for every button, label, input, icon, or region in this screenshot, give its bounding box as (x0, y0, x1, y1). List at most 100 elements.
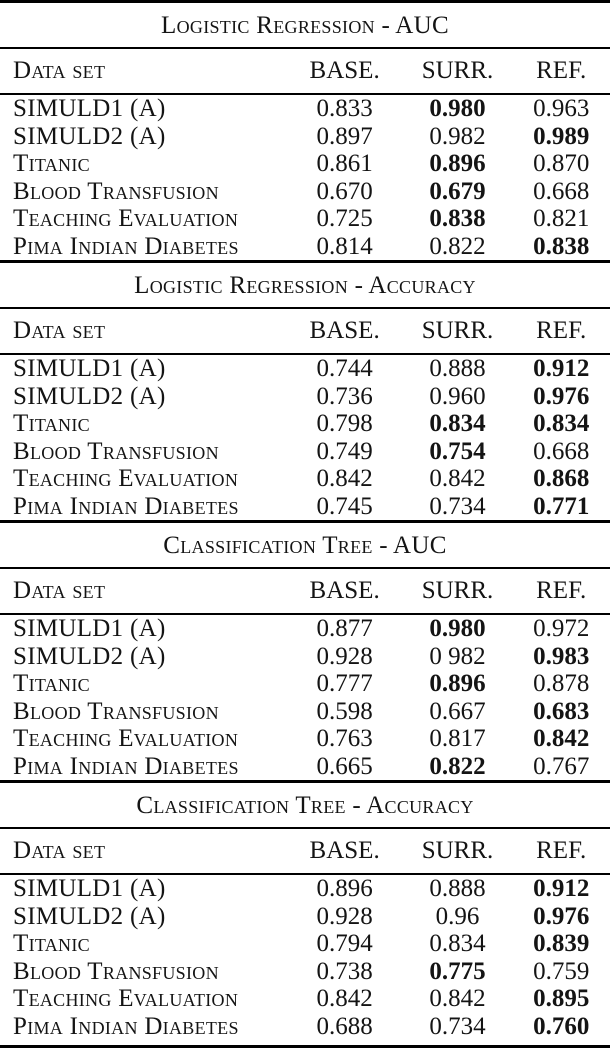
dataset-name-cell: Blood Transfusion (13, 437, 219, 465)
column-header-dataset: Data set (0, 47, 287, 95)
surr-value-cell: 0.775 (429, 957, 486, 985)
table-row: Pima Indian Diabetes 0.688 0.734 0.760 (0, 1013, 610, 1041)
surr-value-cell: 0.980 (429, 615, 486, 642)
surr-value-cell: 0.842 (429, 985, 486, 1012)
base-value-cell: 0.928 (316, 902, 373, 930)
base-value-cell: 0.688 (316, 1012, 373, 1040)
surr-value-cell: 0.982 (429, 122, 486, 150)
base-value-cell: 0.928 (316, 642, 373, 670)
table-row: Blood Transfusion 0.749 0.754 0.668 (0, 438, 610, 466)
dataset-name-cell: Teaching Evaluation (13, 205, 239, 232)
surr-value-cell: 0.888 (429, 875, 486, 902)
base-value-cell: 0.861 (316, 150, 373, 177)
table-row: SIMULD2 (A) 0.928 0 982 0.983 (0, 643, 610, 671)
dataset-name-cell: Blood Transfusion (13, 697, 219, 725)
surr-value-cell: 0.896 (429, 670, 486, 697)
ref-value-cell: 0.976 (533, 902, 590, 930)
surr-value-cell: 0.888 (429, 355, 486, 382)
base-value-cell: 0.833 (316, 95, 373, 122)
surr-value-cell: 0.838 (429, 205, 486, 232)
base-value-cell: 0.725 (316, 205, 373, 232)
results-table: Data set BASE. SURR. REF. SIMULD1 (A) 0.… (0, 567, 610, 780)
dataset-name-cell: SIMULD2 (A) (13, 382, 166, 410)
dataset-name-cell: SIMULD1 (A) (13, 95, 166, 122)
column-header-base: BASE. (286, 567, 403, 615)
base-value-cell: 0.798 (316, 410, 373, 437)
ref-value-cell: 0.868 (533, 465, 590, 492)
column-header-surr: SURR. (402, 827, 513, 875)
surr-value-cell: 0.960 (429, 382, 486, 410)
dataset-name-cell: Titanic (13, 930, 90, 957)
base-value-cell: 0.745 (316, 492, 373, 520)
table-top-rule (0, 260, 610, 263)
dataset-name-cell: SIMULD2 (A) (13, 122, 166, 150)
surr-value-cell: 0.734 (429, 1012, 486, 1040)
base-value-cell: 0.738 (316, 957, 373, 985)
surr-value-cell: 0.822 (429, 752, 486, 780)
dataset-name-cell: Titanic (13, 670, 90, 697)
dataset-name-cell: Pima Indian Diabetes (13, 232, 239, 260)
header-row: Data set BASE. SURR. REF. (0, 307, 610, 355)
column-header-ref: REF. (512, 567, 610, 615)
dataset-name-cell: Blood Transfusion (13, 177, 219, 205)
surr-value-cell: 0.754 (429, 437, 486, 465)
column-header-base: BASE. (286, 47, 403, 95)
column-header-dataset: Data set (0, 827, 287, 875)
surr-value-cell: 0.679 (429, 177, 486, 205)
base-value-cell: 0.794 (316, 930, 373, 957)
header-row: Data set BASE. SURR. REF. (0, 827, 610, 875)
table-row: SIMULD1 (A) 0.833 0.980 0.963 (0, 94, 610, 123)
header-row: Data set BASE. SURR. REF. (0, 567, 610, 615)
dataset-name-cell: Pima Indian Diabetes (13, 1012, 239, 1040)
ref-value-cell: 0.842 (533, 725, 590, 752)
table-title: Logistic Regression - Accuracy (134, 272, 476, 299)
surr-value-cell: 0.817 (429, 725, 486, 752)
ref-value-cell: 0.759 (533, 957, 590, 985)
ref-value-cell: 0.668 (533, 437, 590, 465)
table-row: SIMULD2 (A) 0.928 0.96 0.976 (0, 903, 610, 931)
table-row: SIMULD2 (A) 0.736 0.960 0.976 (0, 383, 610, 411)
base-value-cell: 0.665 (316, 752, 373, 780)
ref-value-cell: 0.912 (533, 355, 590, 382)
results-table-lr-auc: Logistic Regression - AUC Data set BASE.… (0, 0, 610, 260)
dataset-name-cell: Titanic (13, 410, 90, 437)
ref-value-cell: 0.771 (533, 492, 590, 520)
results-table: Data set BASE. SURR. REF. SIMULD1 (A) 0.… (0, 307, 610, 520)
surr-value-cell: 0.822 (429, 232, 486, 260)
column-header-ref: REF. (512, 827, 610, 875)
table-row: Titanic 0.794 0.834 0.839 (0, 930, 610, 958)
dataset-name-cell: Blood Transfusion (13, 957, 219, 985)
column-header-base: BASE. (286, 827, 403, 875)
ref-value-cell: 0.668 (533, 177, 590, 205)
table-row: Blood Transfusion 0.598 0.667 0.683 (0, 698, 610, 726)
ref-value-cell: 0.821 (533, 205, 590, 232)
surr-value-cell: 0.834 (429, 410, 486, 437)
table-row: SIMULD1 (A) 0.744 0.888 0.912 (0, 354, 610, 383)
table-row: SIMULD1 (A) 0.896 0.888 0.912 (0, 874, 610, 903)
ref-value-cell: 0.683 (533, 697, 590, 725)
table-row: Pima Indian Diabetes 0.814 0.822 0.838 (0, 233, 610, 261)
table-row: Titanic 0.861 0.896 0.870 (0, 150, 610, 178)
ref-value-cell: 0.912 (533, 875, 590, 902)
surr-value-cell: 0 982 (429, 642, 486, 670)
column-header-dataset: Data set (0, 567, 287, 615)
ref-value-cell: 0.838 (533, 232, 590, 260)
dataset-name-cell: SIMULD2 (A) (13, 642, 166, 670)
table-row: Blood Transfusion 0.738 0.775 0.759 (0, 958, 610, 986)
ref-value-cell: 0.839 (533, 930, 590, 957)
dataset-name-cell: Pima Indian Diabetes (13, 492, 239, 520)
surr-value-cell: 0.842 (429, 465, 486, 492)
table-title: Logistic Regression - AUC (161, 12, 449, 39)
base-value-cell: 0.842 (316, 465, 373, 492)
table-row: Titanic 0.777 0.896 0.878 (0, 670, 610, 698)
table-title: Classification Tree - AUC (163, 532, 447, 559)
base-value-cell: 0.670 (316, 177, 373, 205)
table-row: Pima Indian Diabetes 0.745 0.734 0.771 (0, 493, 610, 521)
ref-value-cell: 0.878 (533, 670, 590, 697)
dataset-name-cell: Teaching Evaluation (13, 725, 239, 752)
surr-value-cell: 0.667 (429, 697, 486, 725)
base-value-cell: 0.842 (316, 985, 373, 1012)
column-header-base: BASE. (286, 307, 403, 355)
ref-value-cell: 0.972 (533, 615, 590, 642)
base-value-cell: 0.749 (316, 437, 373, 465)
